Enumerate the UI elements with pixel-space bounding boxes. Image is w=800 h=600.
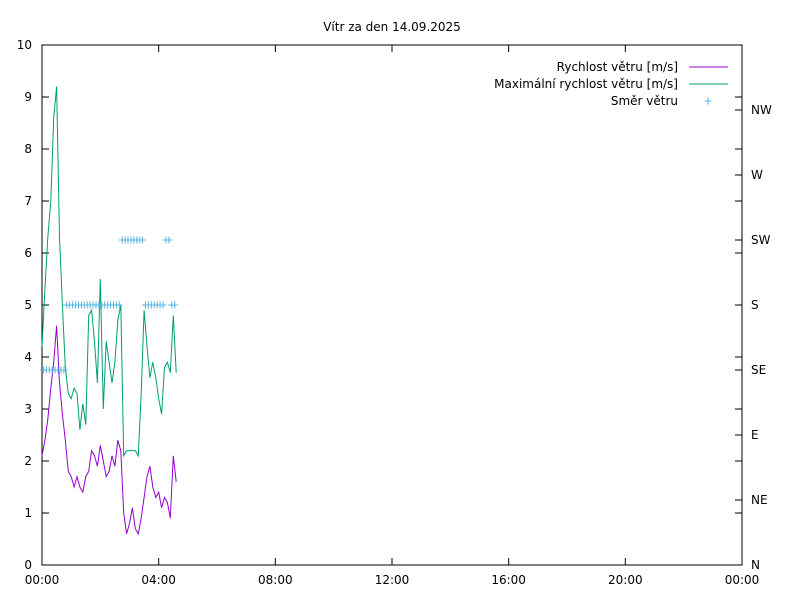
legend-label: Směr větru	[611, 94, 678, 108]
wind-direction-point	[171, 301, 179, 309]
legend: Rychlost větru [m/s] Maximální rychlost v…	[494, 60, 728, 108]
y-axis: 0 1 2 3 4 5 6 7 8 9 10	[17, 38, 742, 572]
y2-tick-label: NW	[751, 103, 772, 117]
y2-tick-label: NE	[751, 493, 768, 507]
x-tick-label: 04:00	[141, 573, 176, 587]
y-tick-label: 9	[24, 90, 32, 104]
y-tick-label: 5	[24, 298, 32, 312]
y2-tick-label: SW	[751, 233, 771, 247]
legend-swatch	[704, 97, 712, 105]
y2-tick-label: S	[751, 298, 759, 312]
y-tick-label: 3	[24, 402, 32, 416]
wind-direction-point	[60, 366, 68, 374]
wind-direction-point	[159, 301, 167, 309]
y-tick-label: 2	[24, 454, 32, 468]
legend-label: Maximální rychlost větru [m/s]	[494, 77, 678, 91]
wind-direction-point	[115, 301, 123, 309]
y2-axis: N NE E SE S SW W NW	[735, 103, 772, 572]
max-wind-speed-line	[41, 86, 177, 458]
wind-speed-line	[41, 325, 177, 536]
y-tick-label: 10	[17, 38, 32, 52]
x-tick-label: 12:00	[375, 573, 410, 587]
y2-tick-label: E	[751, 428, 759, 442]
legend-label: Rychlost větru [m/s]	[557, 60, 678, 74]
y2-tick-label: N	[751, 558, 760, 572]
wind-direction-point	[165, 236, 173, 244]
x-tick-label: 00:00	[725, 573, 760, 587]
series-layer	[40, 86, 179, 536]
x-tick-label: 16:00	[491, 573, 526, 587]
y2-tick-label: W	[751, 168, 763, 182]
y-tick-label: 4	[24, 350, 32, 364]
y-tick-label: 8	[24, 142, 32, 156]
y-tick-label: 1	[24, 506, 32, 520]
x-tick-label: 08:00	[258, 573, 293, 587]
y-tick-label: 0	[24, 558, 32, 572]
y-tick-label: 7	[24, 194, 32, 208]
wind-direction-point	[139, 236, 147, 244]
y-tick-label: 6	[24, 246, 32, 260]
y2-tick-label: SE	[751, 363, 766, 377]
chart-title: Vítr za den 14.09.2025	[323, 20, 461, 34]
x-axis: 00:00 04:00 08:00 12:00 16:00 20:00 00:00	[25, 45, 760, 587]
x-tick-label: 20:00	[608, 573, 643, 587]
x-tick-label: 00:00	[25, 573, 60, 587]
